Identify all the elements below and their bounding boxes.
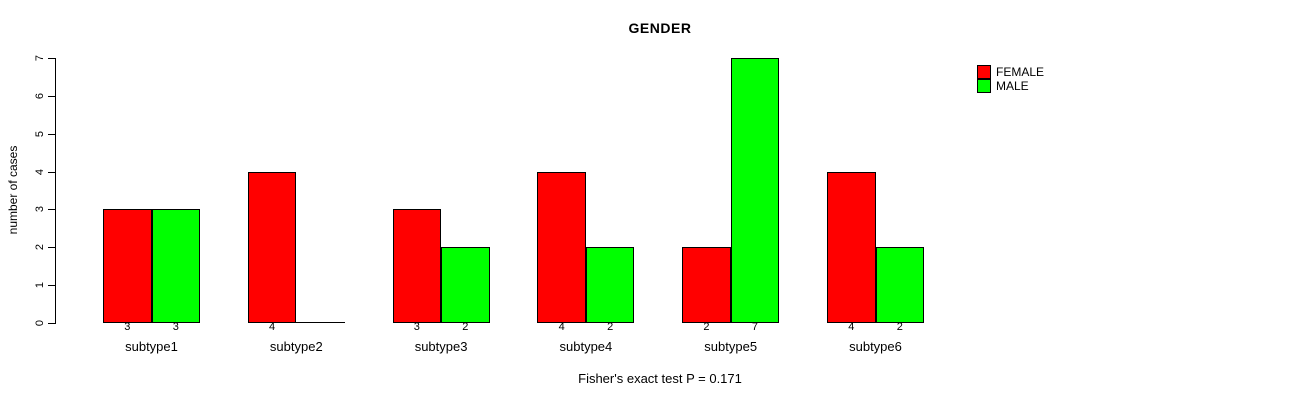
- legend-label: MALE: [996, 79, 1029, 93]
- y-tick-label: 6: [34, 92, 46, 99]
- legend-label: FEMALE: [996, 65, 1045, 79]
- y-tick-label: 0: [34, 319, 46, 327]
- x-category-label-subtype3: subtype3: [414, 339, 468, 354]
- bar-female-subtype3: [392, 209, 442, 323]
- bar-female-subtype2: [247, 171, 297, 323]
- bar-female-subtype4: [537, 171, 586, 323]
- legend-entry-male: MALE: [977, 79, 1044, 93]
- y-tick-label: 3: [34, 206, 46, 213]
- x-category-label-subtype6: subtype6: [849, 339, 902, 354]
- x-category-label-subtype2: subtype2: [269, 339, 323, 354]
- y-tick-label: 5: [34, 130, 46, 137]
- bar-male-subtype4: [585, 247, 635, 323]
- bar-female-subtype1: [103, 209, 152, 323]
- bar-value-label: 2: [462, 321, 469, 333]
- y-axis-label: number of cases: [6, 145, 20, 235]
- bar-value-label: 4: [268, 321, 276, 333]
- bar-value-label: 3: [413, 321, 420, 333]
- x-category-label-subtype4: subtype4: [559, 339, 613, 354]
- chart-title: GENDER: [628, 20, 692, 36]
- legend-swatch-female: [977, 65, 991, 79]
- bar-value-label: 2: [703, 321, 710, 333]
- bar-female-subtype6: [827, 171, 876, 323]
- bar-value-label: 3: [172, 321, 179, 333]
- bar-value-label: 4: [558, 321, 565, 333]
- bar-value-label: 3: [124, 321, 131, 333]
- legend: FEMALE MALE: [977, 65, 1044, 93]
- bar-value-label: 2: [896, 321, 903, 333]
- bar-female-subtype5: [682, 247, 731, 323]
- y-tick-label: 7: [34, 54, 46, 62]
- bar-male-subtype5: [730, 58, 780, 323]
- y-tick-mark: [48, 247, 55, 249]
- annotation-fisher-test: Fisher's exact test P = 0.171: [578, 371, 742, 386]
- bar-value-label: 4: [848, 321, 855, 333]
- bar-male-subtype1: [151, 209, 200, 323]
- bar-male-subtype3: [441, 247, 490, 323]
- y-tick-label: 2: [34, 244, 46, 251]
- bar-male-subtype6: [875, 247, 924, 323]
- legend-entry-female: FEMALE: [977, 65, 1044, 79]
- y-tick-mark: [48, 58, 55, 59]
- y-tick-mark: [48, 323, 55, 324]
- y-tick-label: 1: [34, 282, 46, 289]
- x-category-label-subtype5: subtype5: [704, 339, 758, 354]
- y-tick-mark: [48, 285, 55, 287]
- bar-male-subtype2-zero: [296, 322, 345, 323]
- y-tick-label: 4: [34, 168, 46, 175]
- bar-value-label: 7: [751, 321, 758, 333]
- y-tick-mark: [48, 209, 55, 211]
- legend-swatch-male: [977, 79, 991, 93]
- y-tick-mark: [48, 95, 55, 97]
- y-tick-mark: [48, 133, 55, 135]
- x-category-label-subtype1: subtype1: [125, 339, 178, 354]
- y-tick-mark: [48, 171, 55, 173]
- bar-value-label: 2: [607, 321, 614, 333]
- y-axis-line: [55, 58, 56, 324]
